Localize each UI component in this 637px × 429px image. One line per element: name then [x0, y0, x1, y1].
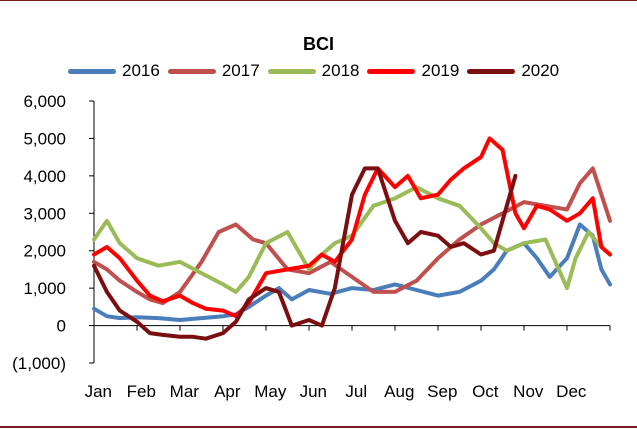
x-tick-label: Jul	[345, 382, 367, 401]
legend-label-2020: 2020	[521, 61, 560, 80]
axes	[89, 100, 611, 364]
y-tick-label: 1,000	[23, 279, 66, 298]
x-tick-label: Apr	[214, 382, 241, 401]
y-tick-label: 5,000	[23, 129, 66, 148]
x-tick-label: May	[254, 382, 287, 401]
series-line-2020	[92, 166, 518, 341]
x-tick-label: Nov	[513, 382, 544, 401]
legend-label-2019: 2019	[421, 61, 460, 80]
y-tick-label: (1,000)	[12, 354, 66, 373]
legend-swatch-2019	[367, 68, 416, 74]
legend-label-2017: 2017	[221, 61, 260, 80]
top-border	[0, 0, 637, 1]
y-tick-label: 4,000	[23, 167, 66, 186]
bottom-border	[0, 426, 637, 428]
tick-labels: (1,000) 0 1,000 2,000 3,000 4,000 5,000 6,000 Ja…	[12, 92, 587, 401]
x-tick-label: Oct	[472, 382, 499, 401]
chart-title: BCI	[303, 34, 334, 54]
x-tick-label: Dec	[556, 382, 587, 401]
legend-swatch-2020	[467, 68, 516, 74]
legend-label-2016: 2016	[122, 61, 160, 80]
legend-swatch-2018	[267, 68, 316, 74]
x-tick-label: Jan	[85, 382, 112, 401]
legend-item-2017: 2017	[167, 61, 260, 81]
x-tick-label: Aug	[384, 382, 414, 401]
x-tick-label: Feb	[127, 382, 156, 401]
x-tick-label: Jun	[300, 382, 327, 401]
y-tick-label: 0	[57, 317, 66, 336]
series-line-2017	[92, 166, 612, 306]
legend: 2016 2017 2018 2019 2020	[68, 61, 567, 81]
legend-item-2018: 2018	[267, 61, 360, 81]
series-lines	[92, 136, 612, 341]
legend-swatch-2017	[167, 68, 216, 74]
series-line-2016	[92, 222, 612, 322]
y-tick-label: 6,000	[23, 92, 66, 111]
legend-item-2016: 2016	[68, 61, 160, 81]
x-tick-label: Sep	[427, 382, 457, 401]
series-line-2019	[92, 136, 612, 319]
legend-label-2018: 2018	[321, 61, 360, 80]
legend-item-2019: 2019	[367, 61, 459, 81]
y-tick-label: 2,000	[23, 242, 66, 261]
y-tick-label: 3,000	[23, 204, 66, 223]
legend-item-2020: 2020	[467, 61, 559, 81]
x-tick-label: Mar	[170, 382, 200, 401]
legend-swatch-2016	[68, 68, 116, 74]
